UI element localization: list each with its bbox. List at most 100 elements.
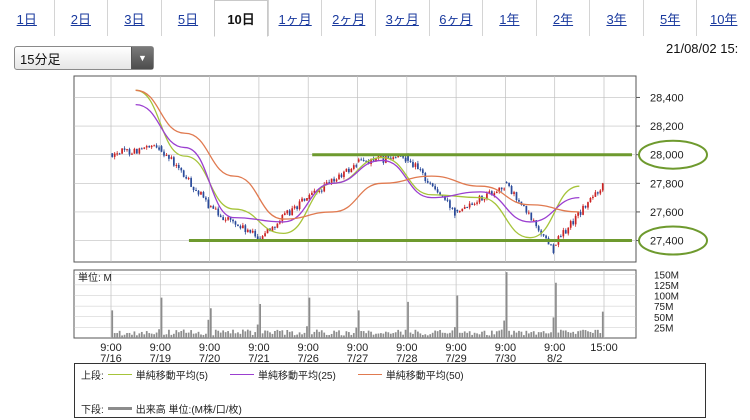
- volume-bar: [293, 335, 296, 338]
- volume-bar: [412, 333, 414, 338]
- volume-unit-label: 単位: M: [78, 271, 112, 284]
- legend-volume-text: 出来高 単位:(M株/口/枚): [135, 404, 242, 416]
- ma-line-1: [135, 89, 580, 239]
- volume-bar: [550, 332, 552, 338]
- volume-bar: [564, 330, 567, 338]
- tab-6[interactable]: 1ヶ月: [267, 0, 322, 36]
- volume-bar: [375, 333, 377, 338]
- tab-14[interactable]: 10年: [696, 0, 750, 36]
- candle-body: [343, 171, 345, 178]
- candle-body: [205, 197, 207, 200]
- tab-4[interactable]: 5日: [160, 0, 215, 36]
- tab-1[interactable]: 1日: [0, 0, 54, 36]
- volume-bar: [486, 335, 488, 338]
- tab-3[interactable]: 3日: [107, 0, 161, 36]
- volume-tick-label: 75M: [654, 302, 673, 313]
- volume-bar: [131, 334, 133, 338]
- candle-body: [414, 163, 417, 167]
- tab-10[interactable]: 1年: [482, 0, 536, 36]
- volume-bar: [384, 331, 387, 338]
- candle-body: [515, 192, 518, 200]
- candle-body: [360, 159, 363, 161]
- legend-upper-label: 上段:: [81, 370, 104, 382]
- candle-body: [177, 164, 180, 169]
- candle-body: [441, 195, 444, 197]
- tab-12[interactable]: 3年: [589, 0, 643, 36]
- candle-body: [498, 187, 501, 192]
- volume-bar: [424, 334, 427, 338]
- candle-body: [375, 158, 377, 161]
- interval-select-value: 15分足: [20, 51, 61, 67]
- tab-13[interactable]: 5年: [642, 0, 697, 36]
- candle-body: [168, 155, 170, 159]
- volume-bar: [542, 331, 545, 338]
- volume-bar: [168, 329, 170, 338]
- candle-body: [264, 233, 266, 237]
- candle-body: [407, 155, 409, 161]
- x-tick-date: 7/16: [100, 353, 121, 365]
- volume-bar: [530, 332, 533, 338]
- tab-5[interactable]: 10日: [214, 0, 268, 37]
- candle-body: [140, 148, 143, 150]
- volume-bar: [291, 331, 294, 338]
- volume-bar: [172, 333, 175, 338]
- candle-body: [261, 236, 264, 240]
- volume-bar: [185, 332, 188, 338]
- volume-bar: [249, 330, 252, 338]
- volume-bar: [357, 310, 360, 338]
- volume-bar: [278, 330, 281, 338]
- volume-bar: [601, 311, 604, 338]
- candle-body: [338, 174, 340, 180]
- volume-bar: [153, 334, 156, 338]
- candle-body: [372, 158, 375, 161]
- candle-body: [163, 151, 165, 156]
- volume-bar: [490, 330, 493, 338]
- x-tick-time: 9:00: [396, 342, 417, 354]
- tab-2[interactable]: 2日: [53, 0, 108, 36]
- tab-8[interactable]: 3ヶ月: [375, 0, 429, 36]
- x-tick-time: 9:00: [297, 342, 318, 354]
- volume-bar: [562, 330, 565, 338]
- candle-body: [559, 236, 562, 238]
- volume-bar: [540, 332, 543, 338]
- volume-bar: [315, 329, 318, 338]
- volume-bar: [370, 331, 372, 338]
- candle-body: [589, 197, 592, 203]
- volume-bar: [567, 332, 570, 338]
- legend-upper-row: 上段: 単純移動平均(5) 単純移動平均(25) 単純移動平均(50): [81, 367, 486, 382]
- candle-body: [291, 208, 294, 216]
- volume-bar: [113, 333, 116, 338]
- volume-bar: [338, 330, 340, 338]
- candle-body: [355, 165, 358, 167]
- candle-body: [500, 187, 503, 190]
- candle-body: [421, 169, 424, 174]
- candle-body: [569, 221, 572, 228]
- candle-body: [594, 192, 597, 197]
- tab-7[interactable]: 2ヶ月: [321, 0, 375, 36]
- volume-bar: [229, 333, 232, 338]
- candle-body: [409, 160, 412, 163]
- volume-bar: [123, 334, 126, 338]
- candle-body: [232, 219, 234, 222]
- candle-body: [545, 235, 547, 239]
- volume-bar: [365, 333, 367, 338]
- candle-body: [523, 204, 525, 207]
- x-tick-time: 15:00: [590, 342, 618, 354]
- candle-body: [468, 203, 471, 208]
- volume-bar: [163, 334, 165, 338]
- tab-9[interactable]: 6ヶ月: [428, 0, 483, 36]
- price-panel: [73, 75, 637, 263]
- candle-body: [402, 156, 404, 158]
- volume-bar: [180, 330, 183, 338]
- interval-select[interactable]: 15分足 ▼: [14, 46, 154, 70]
- candle-body: [357, 159, 360, 162]
- volume-bar: [414, 329, 417, 338]
- tab-11[interactable]: 2年: [535, 0, 590, 36]
- volume-bar: [436, 331, 439, 338]
- price-tick-label: 28,200: [650, 121, 684, 133]
- volume-bar: [355, 327, 358, 338]
- candle-body: [525, 206, 528, 213]
- candle-body: [242, 225, 244, 229]
- volume-bar: [288, 331, 291, 338]
- annotation-circle: [638, 139, 708, 170]
